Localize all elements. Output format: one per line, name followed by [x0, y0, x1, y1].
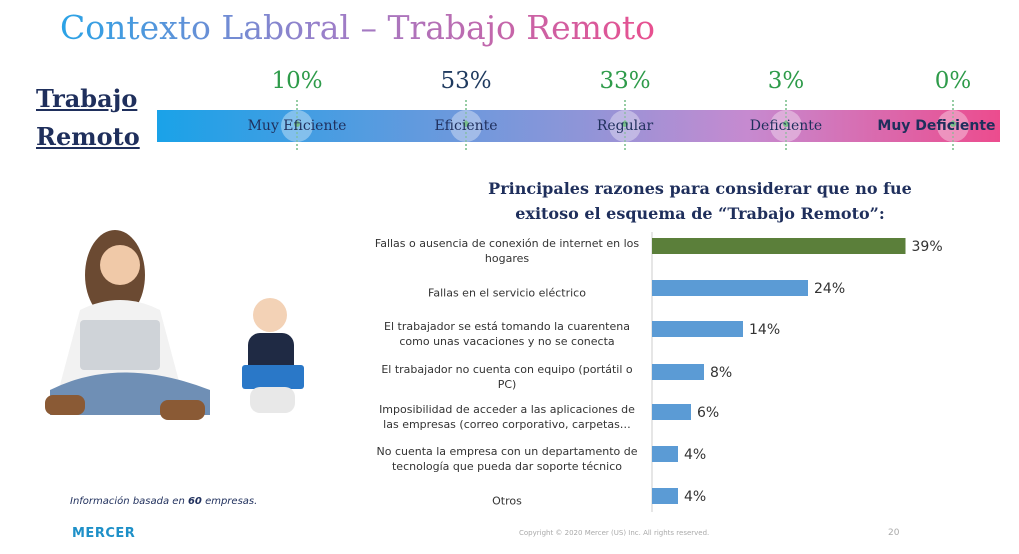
category-label: El trabajador no cuenta con equipo (port… — [381, 363, 633, 391]
note-text: empresas. — [201, 496, 258, 507]
scale-category: Regular — [596, 118, 654, 134]
category-label: El trabajador se está tomando la cuarent… — [384, 320, 630, 348]
scale-category: Deficiente — [749, 118, 823, 134]
category-label: Fallas o ausencia de conexión de interne… — [374, 237, 640, 265]
page-number: 20 — [888, 528, 900, 538]
note-text: Información basada en — [70, 496, 188, 507]
scale-marker — [770, 110, 802, 142]
scale-category: Muy Deficiente — [877, 118, 996, 134]
scale-marker — [281, 110, 313, 142]
scale-point — [463, 121, 469, 127]
scale-label: Trabajo Remoto — [36, 84, 140, 151]
chart-title: Principales razones para considerar que … — [488, 179, 912, 223]
scale-value: 0% — [934, 68, 972, 94]
category-label: Fallas en el servicio eléctrico — [428, 286, 586, 300]
logo: MERCER — [72, 526, 136, 541]
scale-value: 33% — [599, 68, 651, 94]
scale-point — [950, 121, 956, 127]
scale-category: Eficiente — [434, 118, 498, 134]
slide-title: Contexto Laboral – Trabajo Remoto — [60, 8, 655, 47]
scale-value: 10% — [271, 68, 323, 94]
note: Información basada en 60 empresas. — [70, 496, 257, 507]
bar — [652, 321, 743, 337]
scale-marker — [450, 110, 482, 142]
category-label: Imposibilidad de acceder a las aplicacio… — [379, 403, 635, 431]
category-label: No cuenta la empresa con un departamento… — [376, 445, 638, 473]
bar-value: 4% — [684, 447, 706, 463]
scale-marker — [937, 110, 969, 142]
scale-point — [783, 121, 789, 127]
bar-value: 4% — [684, 489, 706, 505]
illustration — [45, 230, 304, 420]
bar-value: 14% — [749, 322, 780, 338]
scale-point — [622, 121, 628, 127]
scale-value: 3% — [767, 68, 805, 94]
bar-value: 24% — [814, 281, 845, 297]
scale-marker — [609, 110, 641, 142]
bar — [652, 404, 691, 420]
bar-value: 6% — [697, 405, 719, 421]
bar-value: 39% — [912, 239, 943, 255]
bar-value: 8% — [710, 365, 732, 381]
bar — [652, 488, 678, 504]
scale-point — [294, 121, 300, 127]
bar — [652, 446, 678, 462]
bar — [652, 238, 906, 254]
copyright: Copyright © 2020 Mercer (US) Inc. All ri… — [519, 529, 710, 537]
scale-value: 53% — [440, 68, 492, 94]
category-label: Otros — [492, 494, 522, 508]
bar — [652, 280, 808, 296]
note-number: 60 — [187, 496, 202, 507]
scale-category: Muy Eficiente — [247, 118, 347, 134]
bar — [652, 364, 704, 380]
